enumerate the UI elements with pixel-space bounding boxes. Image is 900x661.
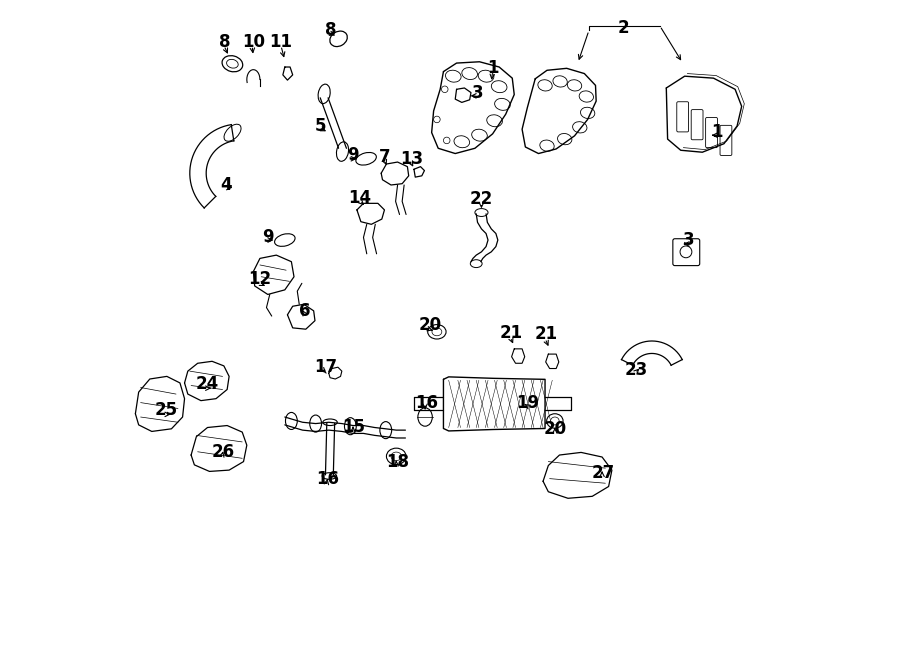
Text: 3: 3 xyxy=(472,84,483,102)
Text: 9: 9 xyxy=(347,146,359,164)
Text: 2: 2 xyxy=(618,19,629,36)
Text: 7: 7 xyxy=(379,149,391,167)
Text: 22: 22 xyxy=(470,190,493,208)
Text: 27: 27 xyxy=(591,464,615,482)
Text: 18: 18 xyxy=(386,453,410,471)
Text: 21: 21 xyxy=(535,325,558,344)
Text: 10: 10 xyxy=(242,33,265,51)
Text: 15: 15 xyxy=(342,418,365,436)
Text: 9: 9 xyxy=(262,229,274,247)
Text: 1: 1 xyxy=(488,59,499,77)
Text: 16: 16 xyxy=(317,470,339,488)
Text: 5: 5 xyxy=(315,117,327,135)
Text: 20: 20 xyxy=(544,420,566,438)
Text: 17: 17 xyxy=(314,358,337,376)
Text: 25: 25 xyxy=(155,401,178,420)
Text: 4: 4 xyxy=(220,176,231,194)
Text: 16: 16 xyxy=(415,393,438,412)
Text: 1: 1 xyxy=(712,123,724,141)
Text: 23: 23 xyxy=(625,361,648,379)
Text: 6: 6 xyxy=(299,302,310,320)
Text: 21: 21 xyxy=(500,324,523,342)
Text: 8: 8 xyxy=(325,21,337,39)
Text: 8: 8 xyxy=(220,33,231,51)
Text: 3: 3 xyxy=(683,231,695,249)
Text: 26: 26 xyxy=(212,444,235,461)
Text: 13: 13 xyxy=(400,150,424,168)
Text: 12: 12 xyxy=(248,270,272,288)
Text: 14: 14 xyxy=(348,189,372,207)
Text: 11: 11 xyxy=(269,33,292,51)
Text: 19: 19 xyxy=(516,393,539,412)
Text: 20: 20 xyxy=(418,316,442,334)
Text: 24: 24 xyxy=(196,375,219,393)
